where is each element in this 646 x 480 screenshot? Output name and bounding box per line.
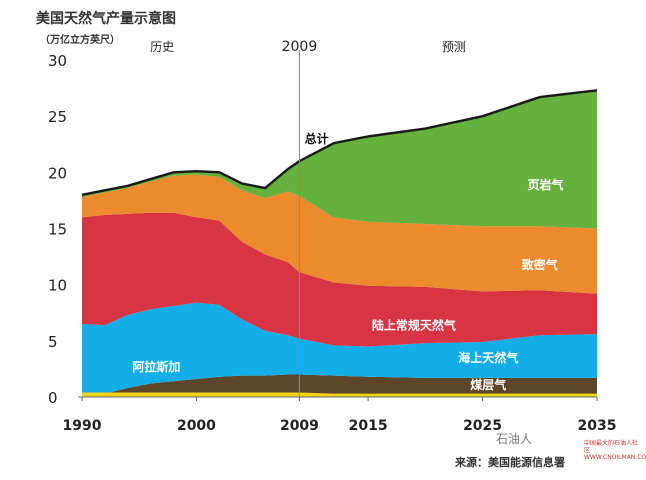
x-tick-label: 1990: [63, 418, 102, 434]
series-label: 阿拉斯加: [132, 359, 180, 374]
watermark-text: 中国最大的石油人社区 WWW.CNOILMAN.COM: [584, 440, 646, 461]
area-alaska: [82, 392, 597, 397]
period-label-divider: 2009: [282, 39, 318, 55]
y-axis-unit-label: （万亿立方英尺）: [40, 35, 120, 46]
series-label: 煤层气: [470, 377, 506, 392]
x-tick-label: 2025: [463, 418, 502, 434]
total-line: [81, 89, 598, 196]
x-tick-label: 2015: [349, 418, 388, 434]
area-1: [82, 374, 597, 397]
x-tick-label: 2009: [280, 418, 319, 434]
series-label: 海上天然气: [458, 350, 518, 365]
y-tick-label: 0: [48, 389, 58, 407]
series-label: 致密气: [522, 257, 558, 272]
area-4: [82, 174, 597, 294]
y-tick-label: 5: [48, 333, 58, 351]
y-tick-label: 15: [48, 221, 67, 239]
y-tick-label: 20: [48, 164, 67, 182]
line-group: [81, 89, 598, 196]
period-label-history: 历史: [150, 40, 174, 54]
series-label: 总计: [305, 131, 329, 146]
period-label-forecast: 预测: [442, 40, 466, 54]
source-note: 来源：美国能源信息署: [455, 456, 565, 469]
y-tick-label: 10: [48, 277, 67, 295]
x-tick-label: 2035: [578, 418, 617, 434]
y-tick-label: 30: [48, 52, 67, 70]
area-5: [82, 90, 597, 229]
watermark-logo: 石油人: [496, 432, 533, 446]
area-group: [82, 90, 597, 397]
x-tick-label: 2000: [177, 418, 216, 434]
area-3: [82, 212, 597, 347]
series-label: 页岩气: [527, 177, 563, 192]
area-2: [82, 302, 597, 395]
series-label: 陆上常规天然气: [372, 318, 456, 333]
chart-title: 美国天然气产量示意图: [36, 11, 176, 27]
y-tick-label: 25: [48, 108, 67, 126]
